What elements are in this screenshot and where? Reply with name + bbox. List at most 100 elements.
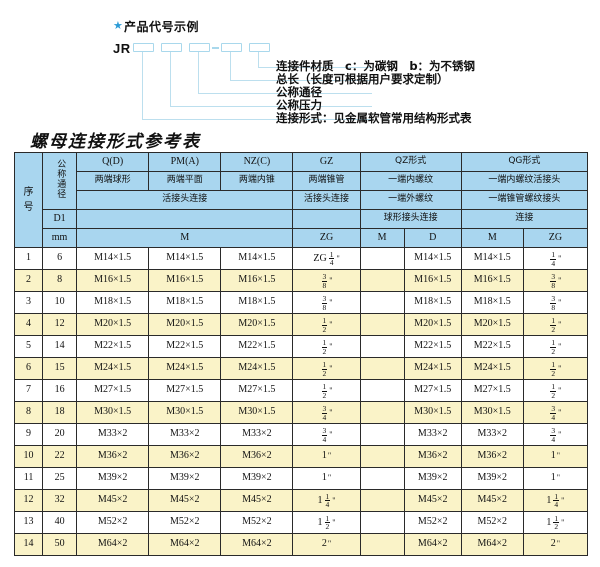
cell-qg-m: M24×1.5	[460, 357, 524, 380]
cell-qz-d: M16×1.5	[403, 269, 462, 292]
cell-gz-zg: 1 2 "	[292, 379, 361, 402]
leader-line-v-3	[198, 52, 200, 94]
code-dash-separator	[212, 47, 219, 49]
table-row: 13 40 M52×2 M52×2 M52×2 1 1 2 " M52×2 M52×2 1 1 2 "	[13, 511, 589, 534]
table-row: 11 25 M39×2 M39×2 M39×2 1 " M39×2 M39×2 1 "	[13, 467, 589, 490]
cell-gz-zg: 3 4 "	[292, 423, 361, 446]
cell-bore: 6	[42, 247, 78, 270]
leader-line-v-4	[230, 52, 232, 81]
cell-gz-zg: 1 "	[292, 467, 361, 490]
header-row-code: 序 号 公称通径 Q(D) PM(A) NZ(C) GZ QZ形式 QG形式	[13, 152, 589, 248]
cell-qd-m: M36×2	[76, 445, 150, 468]
cell-qz-m	[359, 357, 405, 380]
cell-nzc-m: M45×2	[220, 489, 294, 512]
cell-seq: 3	[13, 291, 44, 314]
cell-qg-m: M64×2	[460, 533, 524, 556]
header-conn2-qg: 连接	[460, 209, 589, 229]
code-label-nominal-bore: 公称通径	[276, 85, 322, 99]
cell-qd-m: M52×2	[76, 511, 150, 534]
cell-seq: 4	[13, 313, 44, 336]
header-thread-m-qz: M	[359, 228, 405, 248]
cell-bore: 20	[42, 423, 78, 446]
cell-gz-zg: 3 8 "	[292, 291, 361, 314]
table-header: 序 号 公称通径 Q(D) PM(A) NZ(C) GZ QZ形式 QG形式 两…	[13, 152, 589, 248]
star-icon: ★	[113, 20, 123, 32]
table-row: 6 15 M24×1.5 M24×1.5 M24×1.5 1 2 " M24×1.5 M24×1.…	[13, 357, 589, 380]
cell-gz-zg: 1 "	[292, 445, 361, 468]
cell-bore: 25	[42, 467, 78, 490]
cell-seq: 5	[13, 335, 44, 358]
header-d1-blank-left	[76, 209, 294, 229]
cell-qg-m: M36×2	[460, 445, 524, 468]
cell-pma-m: M18×1.5	[148, 291, 222, 314]
header-group-qg: QG形式	[460, 152, 589, 172]
cell-qz-d: M30×1.5	[403, 401, 462, 424]
cell-qg-m: M16×1.5	[460, 269, 524, 292]
cell-qg-zg: 1 "	[522, 445, 589, 468]
table-row: 5 14 M22×1.5 M22×1.5 M22×1.5 1 2 " M22×1.5 M22×1.…	[13, 335, 589, 358]
cell-qz-m	[359, 489, 405, 512]
table-row: 8 18 M30×1.5 M30×1.5 M30×1.5 3 4 " M30×1.5 M30×1.…	[13, 401, 589, 424]
cell-bore: 40	[42, 511, 78, 534]
cell-qg-zg: 1 2 "	[522, 379, 589, 402]
header-group-gz: GZ	[292, 152, 361, 172]
header-group-qz: QZ形式	[359, 152, 462, 172]
header-end-qz: 一端内螺纹	[359, 171, 462, 191]
cell-qz-d: M14×1.5	[403, 247, 462, 270]
header-row-end-type: 两端球形 两端平面 两端内锥 两端锥管 一端内螺纹 一端内螺纹活接头	[15, 171, 589, 191]
cell-qg-m: M33×2	[460, 423, 524, 446]
header-end-qg: 一端内螺纹活接头	[460, 171, 589, 191]
table-row: 4 12 M20×1.5 M20×1.5 M20×1.5 1 2 " M20×1.5 M20×1.…	[13, 313, 589, 336]
cell-qg-m: M52×2	[460, 511, 524, 534]
cell-bore: 12	[42, 313, 78, 336]
cell-qz-m	[359, 379, 405, 402]
cell-pma-m: M24×1.5	[148, 357, 222, 380]
header-end-nzc: 两端内锥	[220, 171, 294, 191]
cell-nzc-m: M30×1.5	[220, 401, 294, 424]
code-box-2	[161, 43, 182, 52]
cell-gz-zg: 3 4 "	[292, 401, 361, 424]
header-row-thread: mm M ZG M D M ZG	[15, 228, 589, 248]
table-row: 9 20 M33×2 M33×2 M33×2 3 4 " M33×2 M33×2 3 4 "	[13, 423, 589, 446]
cell-nzc-m: M20×1.5	[220, 313, 294, 336]
cell-qz-m	[359, 467, 405, 490]
header-thread-m-qg: M	[460, 228, 524, 248]
cell-bore: 15	[42, 357, 78, 380]
header-end-qd: 两端球形	[76, 171, 150, 191]
cell-qd-m: M20×1.5	[76, 313, 150, 336]
cell-qz-d: M24×1.5	[403, 357, 462, 380]
cell-seq: 10	[13, 445, 44, 468]
cell-qz-d: M64×2	[403, 533, 462, 556]
cell-gz-zg: 1 2 "	[292, 335, 361, 358]
cell-nzc-m: M36×2	[220, 445, 294, 468]
cell-qg-m: M14×1.5	[460, 247, 524, 270]
cell-qz-m	[359, 445, 405, 468]
cell-bore: 16	[42, 379, 78, 402]
page-title: 螺母连接形式参考表	[30, 132, 201, 152]
cell-pma-m: M30×1.5	[148, 401, 222, 424]
cell-qz-d: M20×1.5	[403, 313, 462, 336]
cell-qz-d: M52×2	[403, 511, 462, 534]
cell-bore: 10	[42, 291, 78, 314]
cell-gz-zg: ZG 1 4 "	[292, 247, 361, 270]
cell-qg-m: M39×2	[460, 467, 524, 490]
cell-qd-m: M64×2	[76, 533, 150, 556]
cell-nzc-m: M39×2	[220, 467, 294, 490]
cell-qg-zg: 3 4 "	[522, 423, 589, 446]
cell-seq: 9	[13, 423, 44, 446]
cell-gz-zg: 2 "	[292, 533, 361, 556]
leader-line-v-1	[142, 52, 144, 120]
cell-bore: 18	[42, 401, 78, 424]
cell-nzc-m: M16×1.5	[220, 269, 294, 292]
cell-qd-m: M24×1.5	[76, 357, 150, 380]
cell-qz-d: M39×2	[403, 467, 462, 490]
cell-qz-d: M27×1.5	[403, 379, 462, 402]
cell-qz-d: M36×2	[403, 445, 462, 468]
leader-line-v-5	[258, 52, 260, 68]
table-row: 10 22 M36×2 M36×2 M36×2 1 " M36×2 M36×2 1 "	[13, 445, 589, 468]
cell-qd-m: M30×1.5	[76, 401, 150, 424]
cell-qz-d: M18×1.5	[403, 291, 462, 314]
cell-qg-zg: 3 8 "	[522, 291, 589, 314]
leader-line-h-4	[230, 80, 372, 82]
cell-qz-m	[359, 247, 405, 270]
